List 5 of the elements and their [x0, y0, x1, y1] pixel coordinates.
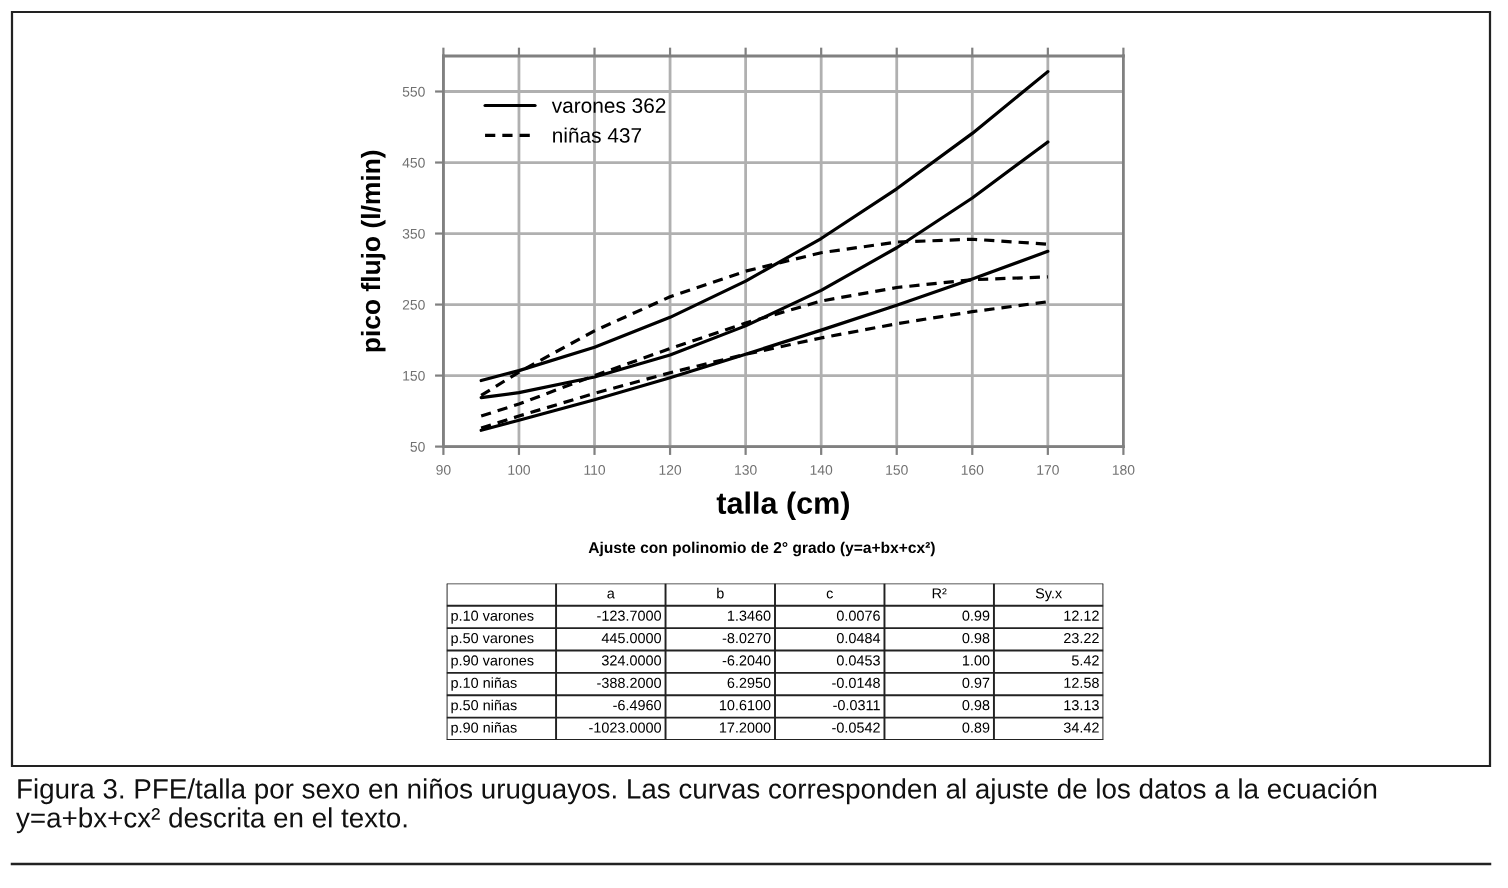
legend-label: niñas 437 — [553, 127, 642, 143]
y-axis-title: pico flujo (l/min) — [360, 150, 386, 352]
text: Figura 3. PFE/talla por sexo en niños uruguayos. Las curvas corresponden al ajuste de los datos a la ecuación y=a+bx+cx² descrita en el texto. — [16, 778, 1377, 834]
legend-label: varones 362 — [551, 98, 666, 113]
x-axis-title: talla (cm) — [716, 491, 849, 520]
